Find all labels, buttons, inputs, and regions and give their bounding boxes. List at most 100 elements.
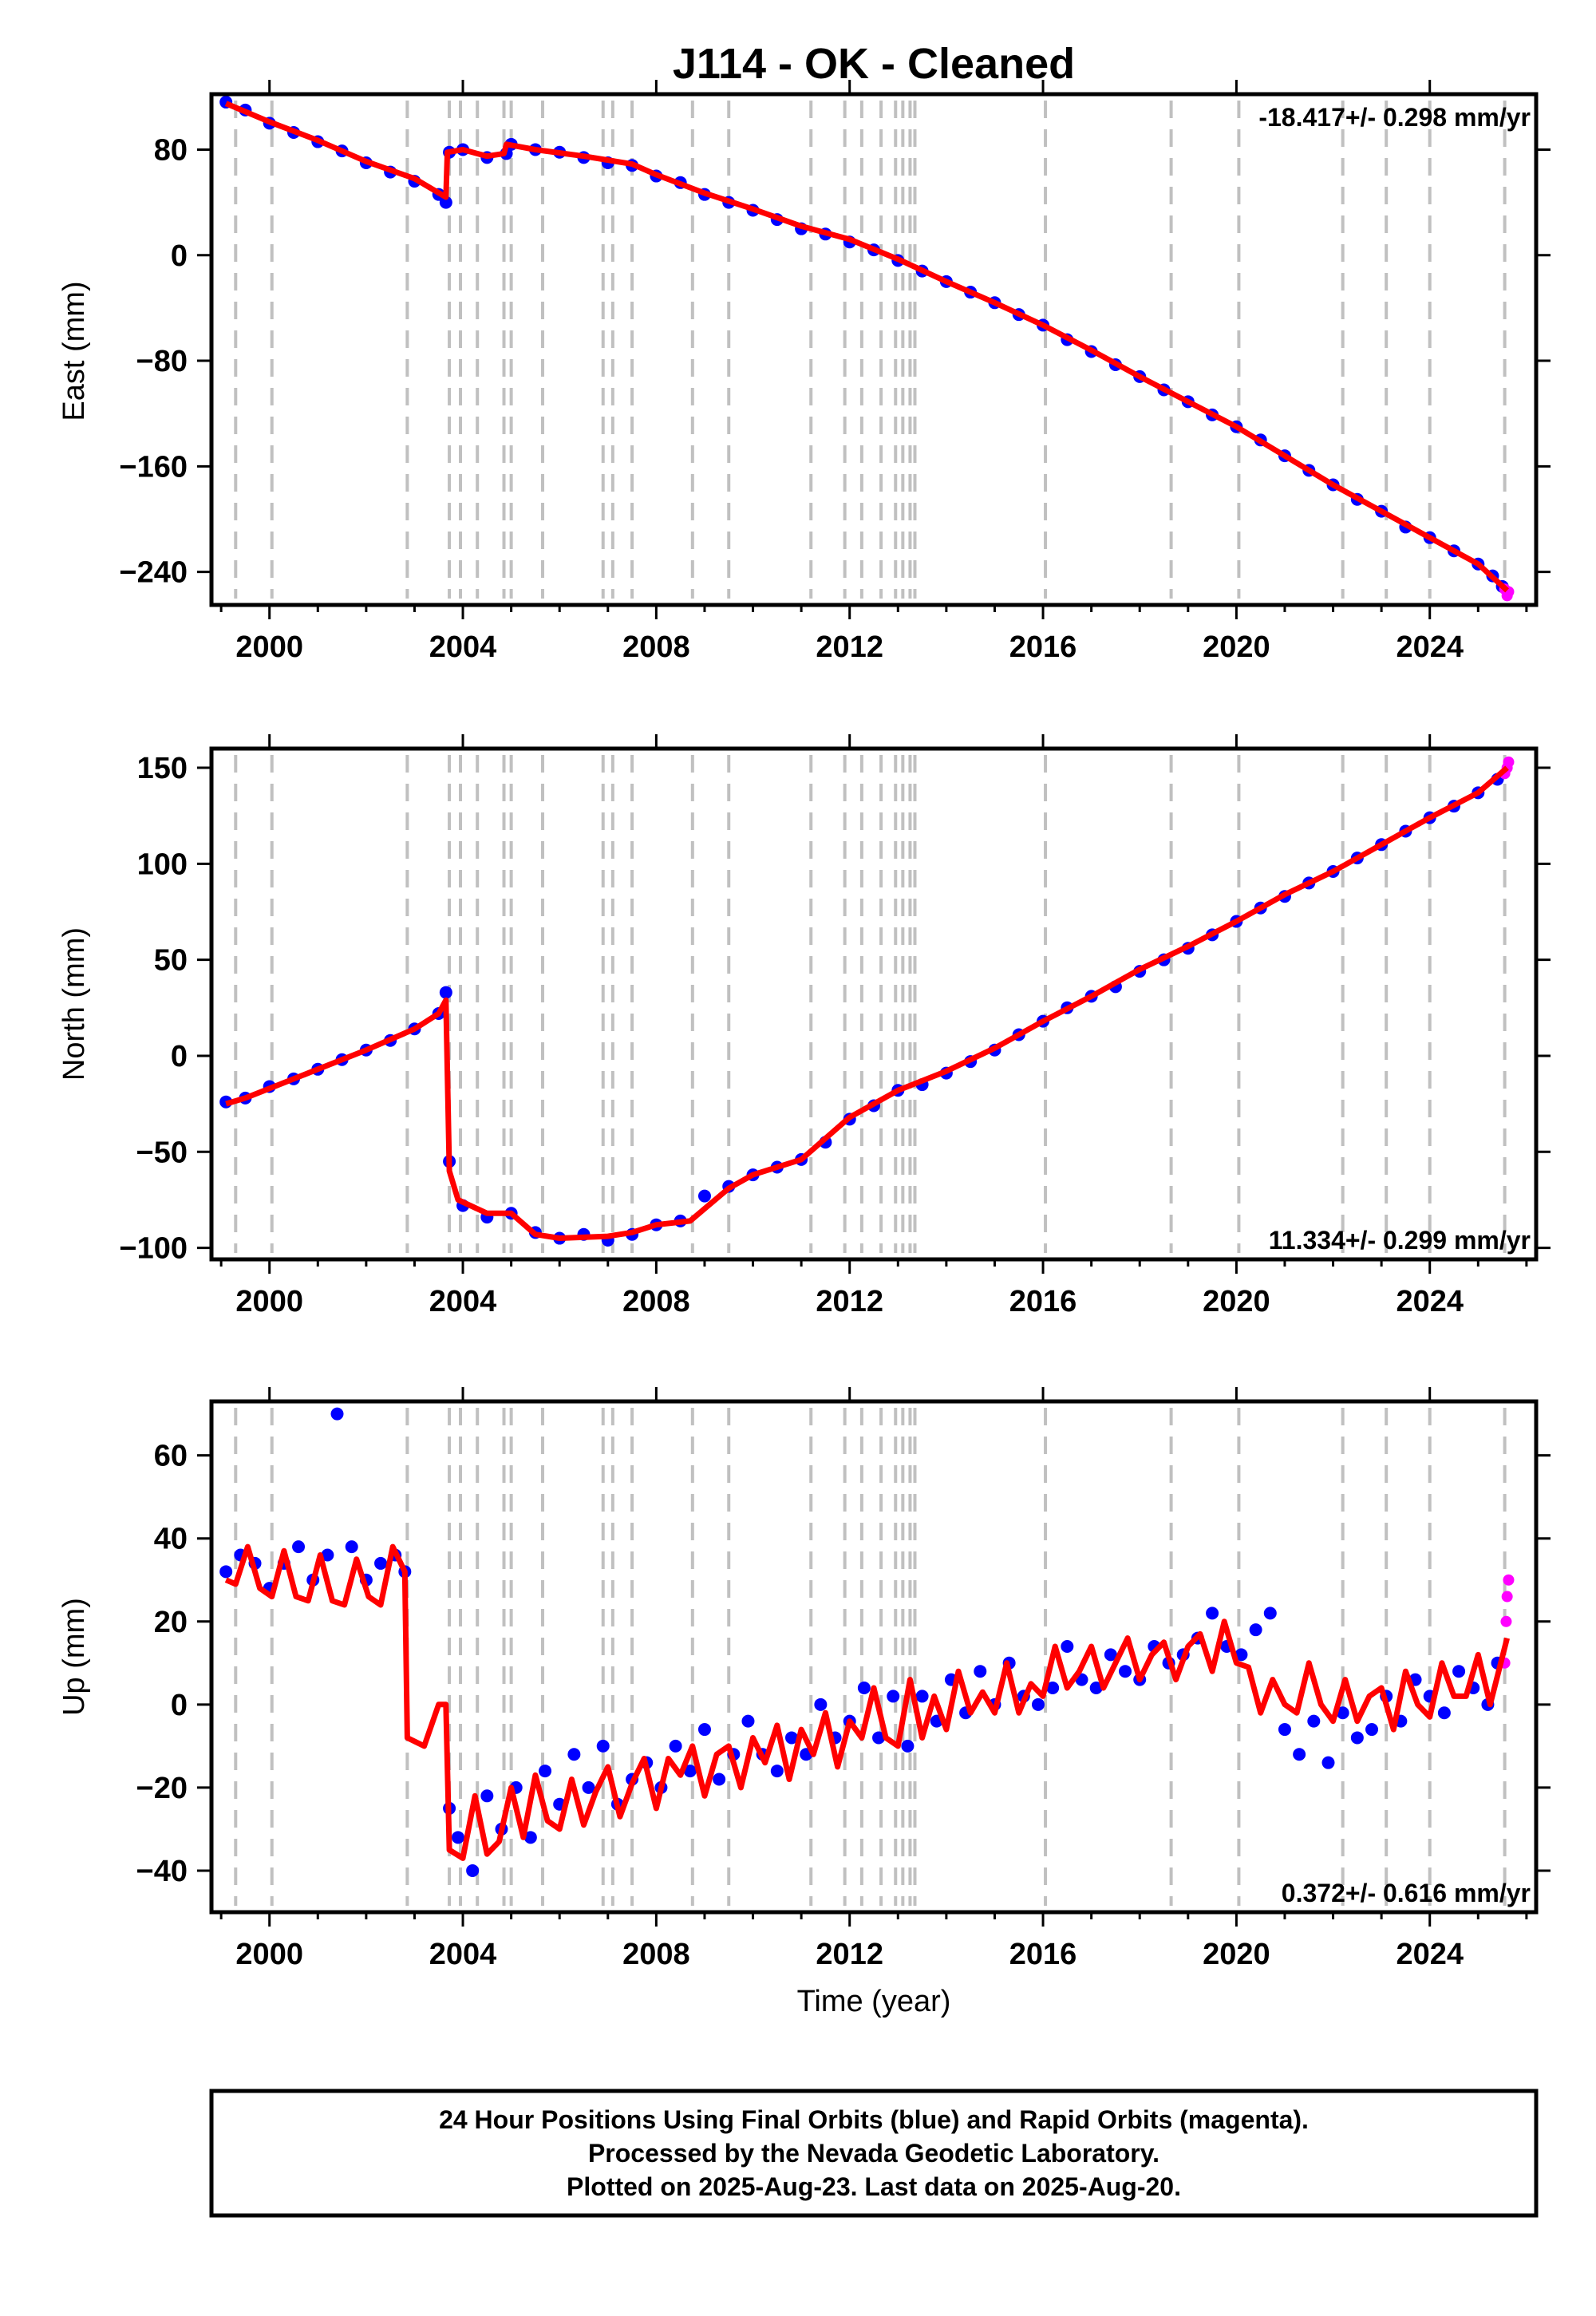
- north-frame: [209, 746, 1539, 1262]
- footer-frame: [209, 2089, 1539, 2218]
- up-final-point: [669, 1739, 682, 1753]
- up-final-point: [1249, 1623, 1262, 1637]
- up-final-point: [887, 1690, 900, 1703]
- north-x-tick-label: 2000: [235, 1285, 303, 1318]
- east-model-line: [224, 101, 1509, 593]
- up-final-point: [1336, 1706, 1349, 1720]
- north-y-tick-label: −50: [136, 1136, 188, 1169]
- up-final-point: [915, 1690, 929, 1703]
- up-final-point: [741, 1714, 755, 1728]
- east-y-tick-label: 80: [154, 133, 188, 167]
- east-x-tick-label: 2000: [235, 630, 303, 664]
- east-x-tick-label: 2012: [816, 630, 883, 664]
- footer-box: 24 Hour Positions Using Final Orbits (bl…: [209, 2089, 1539, 2218]
- up-final-point: [1061, 1639, 1074, 1653]
- up-final-point: [713, 1773, 726, 1786]
- up-x-tick-label: 2012: [816, 1938, 883, 1971]
- up-rate-label: 0.372+/- 0.616 mm/yr: [1282, 1879, 1531, 1907]
- up-x-tick-label: 2024: [1396, 1938, 1464, 1971]
- north-rapid-point: [1503, 756, 1515, 768]
- up-frame: [209, 1399, 1539, 1915]
- east-panel: 2000 2004 2008 2012 2016 2020 2024 80 0 −80 −160 −2…: [57, 80, 1551, 664]
- up-final-point: [1031, 1697, 1045, 1711]
- up-final-point: [480, 1789, 494, 1803]
- up-final-point: [567, 1748, 581, 1761]
- up-final-point: [345, 1540, 358, 1554]
- up-y-axis-label: Up (mm): [57, 1598, 91, 1716]
- up-final-point: [1293, 1748, 1306, 1761]
- up-final-point: [539, 1765, 552, 1778]
- up-final-point: [582, 1780, 595, 1794]
- up-x-tick-label: 2000: [235, 1938, 303, 1971]
- up-final-point: [770, 1765, 784, 1778]
- north-panel: 2000 2004 2008 2012 2016 2020 2024 150 100 50 0 −50…: [57, 734, 1551, 1318]
- east-plot-area: 2000 2004 2008 2012 2016 2020 2024 80 0 −80 −160 −2…: [119, 80, 1551, 664]
- up-y-tick-label: 40: [154, 1523, 188, 1556]
- figure-title: J114 - OK - Cleaned: [673, 40, 1075, 88]
- x-axis-label: Time (year): [797, 1985, 951, 2018]
- up-final-point: [785, 1731, 799, 1745]
- east-x-tick-label: 2024: [1396, 630, 1464, 664]
- up-final-point: [1452, 1665, 1466, 1678]
- up-final-point: [974, 1665, 987, 1678]
- up-final-point: [683, 1765, 697, 1778]
- north-y-axis-label: North (mm): [57, 927, 91, 1081]
- north-x-tick-label: 2016: [1009, 1285, 1077, 1318]
- footer-line-2: Processed by the Nevada Geodetic Laborat…: [588, 2139, 1159, 2168]
- up-x-tick-label: 2008: [622, 1938, 690, 1971]
- east-x-tick-label: 2020: [1203, 630, 1270, 664]
- up-final-point: [1307, 1714, 1321, 1728]
- up-final-point: [321, 1548, 334, 1562]
- north-y-tick-label: 150: [137, 752, 188, 785]
- east-final-point: [439, 196, 452, 209]
- up-final-point: [1263, 1607, 1277, 1620]
- up-plot-area: 2000 2004 2008 2012 2016 2020 2024 60 40 20 0 −20 −4…: [136, 1387, 1551, 1971]
- up-final-point: [451, 1831, 464, 1844]
- up-final-point: [901, 1739, 915, 1753]
- up-final-point: [466, 1863, 480, 1877]
- up-final-point: [1321, 1756, 1335, 1769]
- up-final-point: [1104, 1648, 1117, 1662]
- up-final-point: [697, 1723, 711, 1737]
- up-rapid-point: [1503, 1574, 1515, 1586]
- north-y-tick-label: −100: [119, 1232, 188, 1266]
- east-x-tick-label: 2016: [1009, 630, 1077, 664]
- north-model-line: [225, 765, 1509, 1241]
- up-final-point: [523, 1831, 537, 1844]
- north-final-point: [439, 986, 452, 999]
- north-final-point: [697, 1189, 711, 1203]
- north-x-tick-label: 2024: [1396, 1285, 1464, 1318]
- up-final-point: [857, 1682, 871, 1695]
- east-x-tick-label: 2008: [622, 630, 690, 664]
- up-rapid-point: [1500, 1615, 1512, 1627]
- up-y-tick-label: 0: [171, 1689, 188, 1722]
- east-y-tick-label: −240: [119, 556, 188, 590]
- north-rate-label: 11.334+/- 0.299 mm/yr: [1269, 1226, 1531, 1255]
- north-y-tick-label: 0: [171, 1040, 188, 1073]
- up-final-point: [814, 1697, 828, 1711]
- north-y-tick-label: 100: [137, 848, 188, 881]
- up-final-point: [1119, 1665, 1132, 1678]
- up-final-point: [1089, 1682, 1103, 1695]
- up-y-tick-label: −20: [136, 1772, 188, 1805]
- up-y-tick-label: 60: [154, 1440, 188, 1473]
- up-rapid-point: [1501, 1591, 1513, 1603]
- up-x-tick-label: 2016: [1009, 1938, 1077, 1971]
- up-final-point: [1046, 1682, 1060, 1695]
- north-x-tick-label: 2020: [1203, 1285, 1270, 1318]
- up-final-point: [1278, 1723, 1291, 1737]
- up-final-point: [596, 1739, 610, 1753]
- east-y-axis-label: East (mm): [57, 281, 91, 421]
- north-x-tick-label: 2004: [429, 1285, 497, 1318]
- north-x-tick-label: 2012: [816, 1285, 883, 1318]
- up-model-line: [224, 1543, 1510, 1861]
- up-final-point: [872, 1731, 886, 1745]
- up-final-point: [1365, 1723, 1379, 1737]
- up-final-point: [219, 1565, 233, 1579]
- up-final-point: [1437, 1706, 1451, 1720]
- up-final-point: [1235, 1648, 1248, 1662]
- footer-line-3: Plotted on 2025-Aug-23. Last data on 202…: [567, 2172, 1181, 2201]
- up-final-point: [374, 1556, 388, 1570]
- up-x-tick-label: 2004: [429, 1938, 497, 1971]
